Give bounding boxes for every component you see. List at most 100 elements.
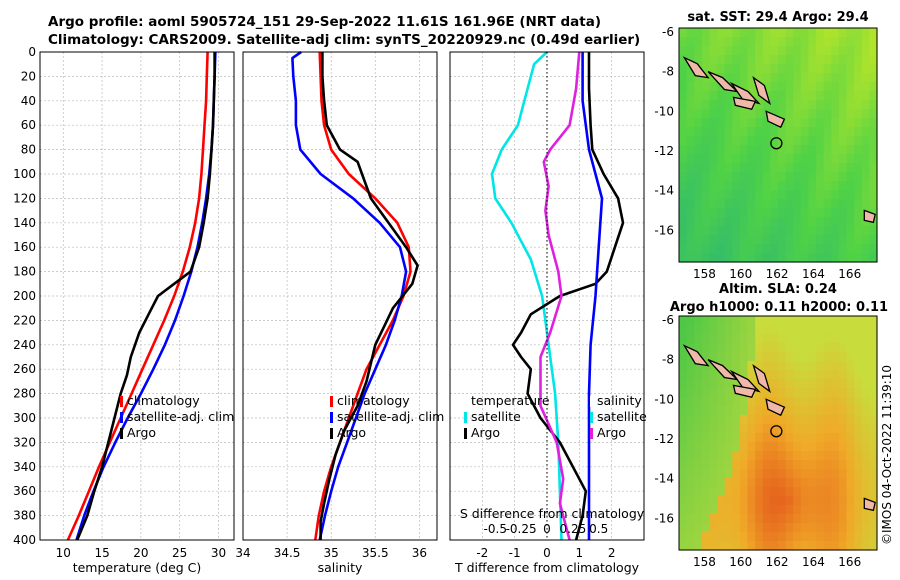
- map-cell: [694, 199, 703, 209]
- map-cell: [854, 163, 863, 173]
- map-cell: [739, 415, 749, 425]
- map-cell: [816, 55, 825, 65]
- map-cell: [739, 172, 749, 182]
- map-cell: [717, 325, 726, 335]
- map-cell: [770, 460, 779, 470]
- map-cell: [778, 505, 787, 515]
- map-cell: [846, 370, 855, 380]
- x-tick-label: -1: [509, 546, 521, 560]
- map-cell: [816, 28, 825, 38]
- map-cell: [770, 532, 779, 542]
- map-cell: [717, 145, 726, 155]
- map-cell: [869, 316, 878, 326]
- map-cell: [709, 523, 718, 533]
- map-cell: [800, 136, 809, 146]
- map-cell: [854, 46, 863, 56]
- map-cell: [770, 379, 779, 389]
- map-cell: [724, 451, 733, 461]
- map-cell: [854, 325, 863, 335]
- map-cell: [831, 109, 840, 119]
- map-cell: [800, 343, 809, 353]
- map-cell: [854, 523, 863, 533]
- map-cell: [701, 442, 710, 452]
- series-argo: [319, 52, 419, 540]
- map-cell: [861, 181, 870, 191]
- map-cell: [861, 199, 870, 209]
- x-tick-label: 34.5: [274, 546, 301, 560]
- map-cell: [762, 370, 771, 380]
- map-cell: [861, 163, 870, 173]
- map-cell: [739, 541, 749, 551]
- map-cell: [739, 136, 749, 146]
- map-cell: [694, 496, 703, 506]
- map-cell: [785, 208, 794, 218]
- map-cell: [785, 82, 794, 92]
- map-cell: [686, 109, 695, 119]
- map-cell: [755, 415, 764, 425]
- map-cell: [762, 226, 771, 236]
- map-cell: [739, 55, 749, 65]
- map-cell: [778, 352, 787, 362]
- map-cell: [800, 190, 809, 200]
- map-cell: [739, 532, 749, 542]
- map-cell: [732, 460, 741, 470]
- map-cell: [846, 451, 855, 461]
- tdiff-legend-label: Argo: [471, 425, 500, 440]
- map-cell: [739, 118, 749, 128]
- map-cell: [785, 370, 794, 380]
- map-cell: [717, 523, 726, 533]
- map-cell: [808, 442, 817, 452]
- map-cell: [831, 406, 840, 416]
- map-cell: [861, 190, 870, 200]
- map-cell: [808, 244, 817, 254]
- map-cell: [755, 451, 764, 461]
- map-cell: [701, 28, 710, 38]
- map-cell: [831, 181, 840, 191]
- map-cell: [686, 316, 695, 326]
- map-cell: [823, 397, 832, 407]
- map-cell: [854, 334, 863, 344]
- map-cell: [831, 325, 840, 335]
- map-cell: [694, 415, 703, 425]
- map-cell: [770, 424, 779, 434]
- map-cell: [686, 469, 695, 479]
- map-cell: [793, 91, 802, 101]
- map-cell: [869, 190, 878, 200]
- map-cell: [861, 424, 870, 434]
- map-cell: [861, 442, 870, 452]
- map-cell: [800, 199, 809, 209]
- map-cell: [762, 46, 771, 56]
- y-tick-label: 240: [13, 338, 36, 352]
- map-cell: [869, 82, 878, 92]
- map-cell: [679, 253, 688, 263]
- map-cell: [762, 343, 771, 353]
- sal-legend-label: Argo: [337, 425, 366, 440]
- map-cell: [808, 415, 817, 425]
- map-cell: [869, 532, 878, 542]
- map-cell: [770, 478, 779, 488]
- map-cell: [816, 505, 825, 515]
- map-cell: [701, 487, 710, 497]
- map-cell: [831, 118, 840, 128]
- map-cell: [732, 316, 741, 326]
- map-cell: [846, 532, 855, 542]
- map-cell: [762, 100, 771, 110]
- map-cell: [846, 487, 855, 497]
- tdiff-legend-label: temperature: [471, 393, 550, 408]
- map-cell: [762, 523, 771, 533]
- map-cell: [869, 154, 878, 164]
- map-cell: [846, 172, 855, 182]
- map-cell: [686, 226, 695, 236]
- map-cell: [732, 118, 741, 128]
- map-cell: [854, 244, 863, 254]
- map-cell: [701, 37, 710, 47]
- map-cell: [724, 415, 733, 425]
- map-cell: [854, 136, 863, 146]
- map-cell: [694, 424, 703, 434]
- sla-map-title: Altim. SLA: 0.24: [719, 282, 837, 297]
- map-cell: [838, 343, 848, 353]
- map-cell: [778, 532, 787, 542]
- map-cell: [724, 226, 733, 236]
- map-cell: [739, 334, 749, 344]
- map-cell: [823, 352, 832, 362]
